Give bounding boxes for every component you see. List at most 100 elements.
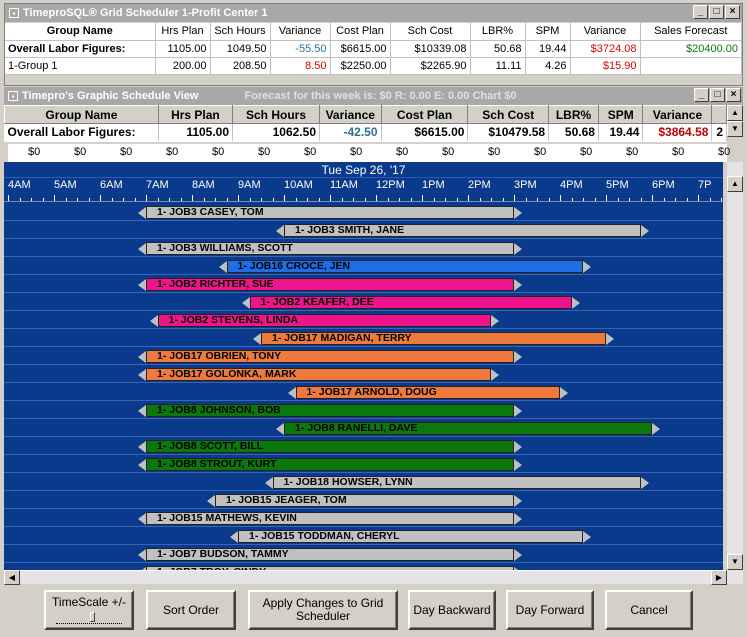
resize-right-handle[interactable] (491, 315, 499, 327)
resize-left-handle[interactable] (138, 207, 146, 219)
resize-left-handle[interactable] (138, 369, 146, 381)
shift-bar[interactable]: 1- JOB16 CROCE, JEN (218, 260, 591, 273)
resize-right-handle[interactable] (514, 513, 522, 525)
resize-left-handle[interactable] (149, 315, 158, 327)
grid-scheduler-titlebar[interactable]: ▪ TimeproSQL® Grid Scheduler 1-Profit Ce… (5, 4, 742, 22)
summary-row[interactable]: Overall Labor Figures: 1105.00 1062.50 -… (4, 123, 727, 141)
gantt-chart[interactable]: Tue Sep 26, '17 4AM 5AM 6AM 7AM 8AM 9AM 10AM 11… (4, 162, 723, 570)
resize-left-handle[interactable] (241, 297, 250, 309)
shift-bar[interactable]: 1- JOB18 HOWSER, LYNN (264, 476, 649, 489)
col-hrs-plan[interactable]: Hrs Plan (155, 23, 211, 41)
apply-changes-button[interactable]: Apply Changes to Grid Scheduler (248, 590, 398, 630)
shift-bar[interactable]: 1- JOB8 JOHNSON, BOB (138, 404, 522, 417)
col-variance2[interactable]: Variance (570, 23, 641, 41)
maximize-button[interactable]: □ (709, 5, 724, 19)
resize-right-handle[interactable] (583, 531, 591, 543)
resize-right-handle[interactable] (652, 423, 660, 435)
shift-bar[interactable]: 1- JOB15 TODDMAN, CHERYL (230, 530, 591, 543)
resize-left-handle[interactable] (207, 495, 215, 507)
minimize-button[interactable]: _ (693, 5, 708, 19)
resize-right-handle[interactable] (514, 405, 522, 417)
slider-thumb[interactable] (90, 612, 95, 622)
shift-bar[interactable]: 1- JOB3 CASEY, TOM (138, 206, 522, 219)
close-button[interactable]: × (726, 88, 741, 102)
resize-left-handle[interactable] (138, 243, 146, 255)
graphic-schedule-titlebar[interactable]: ▪ Timepro's Graphic Schedule View Foreca… (4, 87, 743, 105)
col-group-name[interactable]: Group Name (5, 23, 156, 41)
scroll-down-icon[interactable]: ▼ (727, 121, 743, 137)
shift-bar[interactable]: 1- JOB3 SMITH, JANE (276, 224, 649, 237)
grid-row-group1[interactable]: 1-Group 1 200.00 208.50 8.50 $2250.00 $2… (5, 57, 742, 75)
resize-left-handle[interactable] (218, 261, 227, 273)
resize-right-handle[interactable] (640, 225, 649, 237)
maximize-button[interactable]: □ (710, 88, 725, 102)
shift-bar[interactable]: 1- JOB8 STROUT, KURT (138, 458, 522, 471)
grid-row-overall[interactable]: Overall Labor Figures: 1105.00 1049.50 -… (5, 40, 742, 58)
resize-right-handle[interactable] (514, 207, 522, 219)
resize-right-handle[interactable] (514, 279, 522, 291)
hdr-group-name[interactable]: Group Name (4, 105, 159, 124)
hdr-variance2[interactable]: Variance (642, 105, 713, 124)
resize-right-handle[interactable] (514, 549, 522, 561)
resize-left-handle[interactable] (138, 549, 146, 561)
sort-order-button[interactable]: Sort Order (146, 590, 236, 630)
hdr-spm[interactable]: SPM (597, 105, 644, 124)
resize-left-handle[interactable] (253, 333, 261, 345)
shift-bar[interactable]: 1- JOB3 WILLIAMS, SCOTT (138, 242, 522, 255)
resize-right-handle[interactable] (514, 567, 522, 570)
shift-bar[interactable]: 1- JOB7 BUDSON, TAMMY (138, 548, 522, 561)
resize-right-handle[interactable] (514, 459, 522, 471)
shift-bar[interactable]: 1- JOB2 STEVENS, LINDA (149, 314, 499, 327)
day-backward-button[interactable]: Day Backward (408, 590, 496, 630)
resize-left-handle[interactable] (230, 531, 238, 543)
col-sch-cost[interactable]: Sch Cost (390, 23, 471, 41)
timescale-slider[interactable] (56, 612, 122, 624)
hdr-cost-plan[interactable]: Cost Plan (380, 105, 469, 124)
shift-bar[interactable]: 1- JOB2 RICHTER, SUE (138, 278, 522, 291)
col-spm[interactable]: SPM (525, 23, 571, 41)
resize-left-handle[interactable] (138, 567, 146, 570)
resize-right-handle[interactable] (571, 297, 580, 309)
cancel-button[interactable]: Cancel (605, 590, 693, 630)
resize-right-handle[interactable] (560, 387, 568, 399)
resize-right-handle[interactable] (514, 441, 522, 453)
shift-bar[interactable]: 1- JOB8 SCOTT, BILL (138, 440, 522, 453)
scroll-left-icon[interactable]: ◀ (4, 570, 20, 585)
shift-bar[interactable]: 1- JOB17 GOLONKA, MARK (138, 368, 499, 381)
shift-bar[interactable]: 1- JOB8 RANELLI, DAVE (276, 422, 660, 435)
hdr-hrs-plan[interactable]: Hrs Plan (157, 105, 234, 124)
hdr-variance[interactable]: Variance (319, 105, 382, 124)
scroll-up-icon[interactable]: ▲ (727, 176, 743, 192)
scroll-right-icon[interactable]: ▶ (711, 570, 727, 585)
shift-bar[interactable]: 1- JOB15 JEAGER, TOM (207, 494, 522, 507)
summary-scrollbar[interactable]: ▲ ▼ (727, 105, 743, 142)
shift-bar[interactable]: 1- JOB7 TROY, CINDY (138, 566, 522, 570)
resize-left-handle[interactable] (138, 279, 146, 291)
col-lbr[interactable]: LBR% (470, 23, 526, 41)
close-button[interactable]: × (725, 5, 740, 19)
resize-right-handle[interactable] (514, 243, 522, 255)
resize-right-handle[interactable] (491, 369, 499, 381)
hdr-lbr[interactable]: LBR% (548, 105, 599, 124)
resize-left-handle[interactable] (264, 477, 273, 489)
day-forward-button[interactable]: Day Forward (506, 590, 594, 630)
horizontal-scrollbar[interactable]: ◀ ▶ (4, 570, 727, 585)
vertical-scrollbar[interactable]: ▲ ▼ (727, 162, 743, 584)
scroll-down-icon[interactable]: ▼ (727, 554, 743, 570)
resize-right-handle[interactable] (640, 477, 649, 489)
resize-right-handle[interactable] (514, 351, 522, 363)
shift-bar[interactable]: 1- JOB17 MADIGAN, TERRY (253, 332, 614, 345)
resize-left-handle[interactable] (138, 441, 146, 453)
resize-right-handle[interactable] (583, 261, 591, 273)
shift-bar[interactable]: 1- JOB17 ARNOLD, DOUG (287, 386, 568, 399)
resize-left-handle[interactable] (138, 459, 146, 471)
col-sales-forecast[interactable]: Sales Forecast (640, 23, 742, 41)
resize-right-handle[interactable] (514, 495, 522, 507)
resize-left-handle[interactable] (276, 225, 284, 237)
shift-bar[interactable]: 1- JOB2 KEAFER, DEE (241, 296, 580, 309)
resize-left-handle[interactable] (276, 423, 284, 435)
resize-right-handle[interactable] (606, 333, 614, 345)
resize-left-handle[interactable] (287, 387, 296, 399)
hdr-sch-hours[interactable]: Sch Hours (232, 105, 320, 124)
col-cost-plan[interactable]: Cost Plan (330, 23, 391, 41)
